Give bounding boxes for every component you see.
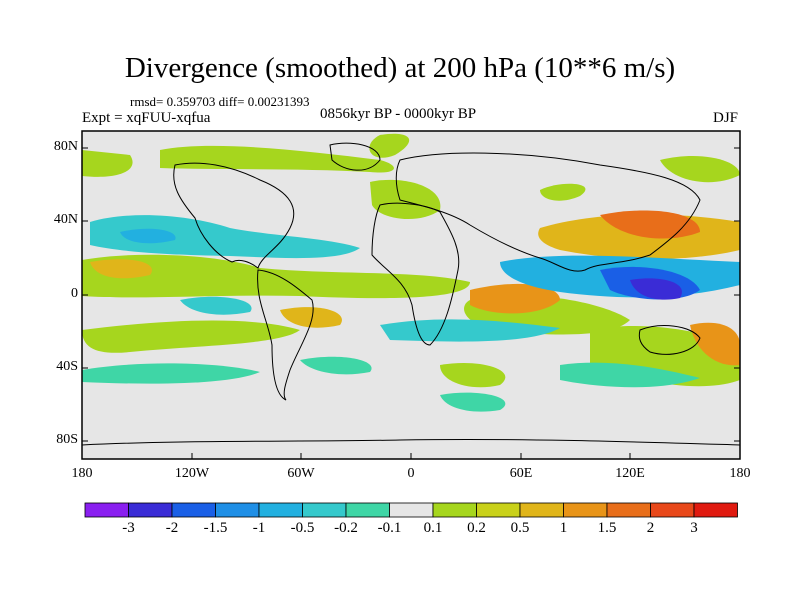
- colorbar-swatch: [128, 502, 173, 518]
- stats-line: rmsd= 0.359703 diff= 0.00231393: [130, 94, 309, 110]
- lon-label-120w: 120W: [174, 466, 210, 481]
- colorbar-label: 0.1: [423, 520, 443, 536]
- colorbar-swatch: [563, 502, 608, 518]
- colorbar-swatch: [432, 502, 477, 518]
- colorbar-label: -3: [122, 520, 135, 536]
- colorbar-swatch: [258, 502, 303, 518]
- colorbar-swatch: [650, 502, 695, 518]
- season-label: DJF: [712, 110, 738, 126]
- lat-label-80n: 80N: [53, 139, 78, 154]
- colorbar-swatch: [519, 502, 564, 518]
- colorbar-label: -0.2: [334, 520, 358, 536]
- colorbar-label: 1.5: [597, 520, 617, 536]
- colorbar-swatch: [215, 502, 260, 518]
- colorbar-label: 0.2: [467, 520, 486, 536]
- lon-label-0: 0: [407, 466, 415, 481]
- colorbar-label: -2: [165, 520, 179, 536]
- colorbar-swatch: [693, 502, 738, 518]
- rmsd-label: rmsd=: [130, 94, 164, 109]
- colorbar-label: -0.5: [290, 520, 315, 536]
- lon-label-60w: 60W: [287, 466, 315, 481]
- plot-title: Divergence (smoothed) at 200 hPa (10**6 …: [124, 52, 676, 84]
- colorbar-swatch: [389, 502, 434, 518]
- colorbar-label: 3: [690, 520, 698, 536]
- colorbar-swatch: [606, 502, 651, 518]
- colorbar-swatch: [84, 502, 129, 518]
- lon-label-180e: 180: [729, 466, 751, 481]
- colorbar-swatch: [476, 502, 521, 518]
- axis-ticks: [81, 147, 741, 459]
- colorbar: [84, 502, 738, 518]
- diff-label: diff=: [218, 94, 245, 109]
- lat-label-80s: 80S: [56, 432, 78, 447]
- lat-label-equator: 0: [71, 286, 78, 301]
- colorbar-label: 0.5: [510, 520, 530, 536]
- coastlines: [82, 142, 740, 446]
- colorbar-label: 1: [559, 520, 568, 536]
- colorbar-label: -1.5: [203, 520, 228, 536]
- lon-label-120e: 120E: [615, 466, 645, 481]
- colorbar-label: 2: [646, 520, 655, 536]
- lon-label-180w: 180: [71, 466, 93, 481]
- colorbar-label: -0.1: [377, 520, 402, 536]
- experiment-label: Expt = xqFUU-xqfua: [82, 110, 211, 126]
- lat-label-40s: 40S: [56, 359, 78, 374]
- diff-value: 0.00231393: [247, 94, 310, 109]
- colorbar-label: -1: [252, 520, 266, 536]
- colorbar-swatch: [171, 502, 216, 518]
- period-label: 0856kyr BP - 0000kyr BP: [320, 106, 477, 122]
- divergence-field: [82, 133, 740, 412]
- lon-label-60e: 60E: [509, 466, 533, 481]
- lat-label-40n: 40N: [53, 212, 78, 227]
- colorbar-swatch: [302, 502, 347, 518]
- colorbar-swatch: [345, 502, 390, 518]
- rmsd-value: 0.359703: [166, 94, 216, 109]
